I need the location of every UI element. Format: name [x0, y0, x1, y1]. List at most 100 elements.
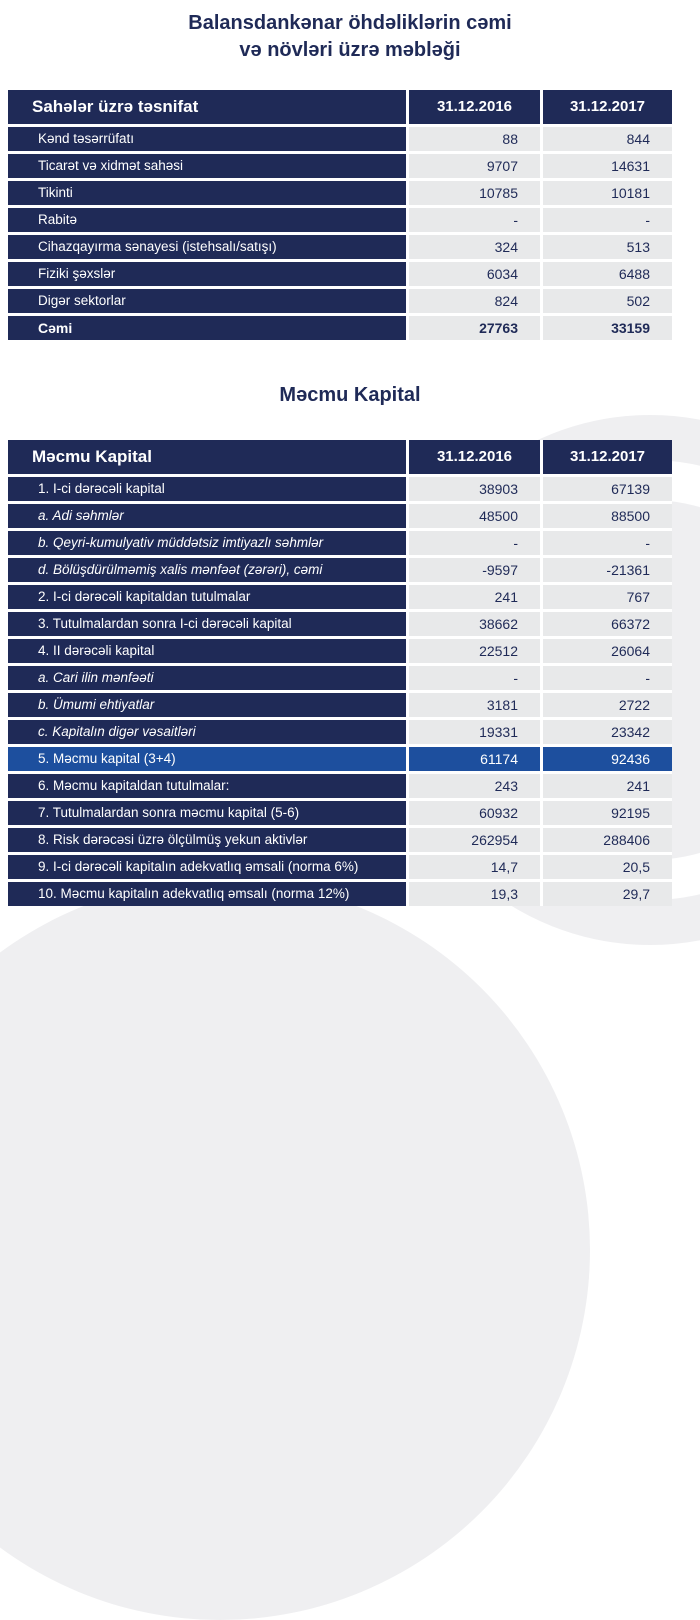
- table-header-row: Sahələr üzrə təsnifat 31.12.2016 31.12.2…: [8, 90, 672, 124]
- value-2017: -: [543, 666, 672, 690]
- value-2017: 26064: [543, 639, 672, 663]
- table-row: a. Adi səhmlər 48500 88500: [8, 504, 672, 528]
- value-2016: 243: [409, 774, 540, 798]
- row-label: 6. Məcmu kapitaldan tutulmalar:: [8, 774, 406, 798]
- value-2017: 92195: [543, 801, 672, 825]
- value-2017: 10181: [543, 181, 672, 205]
- value-2017: 66372: [543, 612, 672, 636]
- table-row: 2. I-ci dərəcəli kapitaldan tutulmalar 24…: [8, 585, 672, 609]
- value-2017: 502: [543, 289, 672, 313]
- value-2016: 10785: [409, 181, 540, 205]
- value-2017: 288406: [543, 828, 672, 852]
- row-label: Tikinti: [8, 181, 406, 205]
- value-2017: 29,7: [543, 882, 672, 906]
- table-row: Kənd təsərrüfatı 88 844: [8, 127, 672, 151]
- value-2017: -21361: [543, 558, 672, 582]
- value-2016: 262954: [409, 828, 540, 852]
- value-2016: 14,7: [409, 855, 540, 879]
- table-row: 1. I-ci dərəcəli kapital 38903 67139: [8, 477, 672, 501]
- value-2016: -: [409, 208, 540, 232]
- row-label: 1. I-ci dərəcəli kapital: [8, 477, 406, 501]
- page-title: Balansdankənar öhdəliklərin cəmi və növl…: [0, 10, 700, 64]
- row-label: a. Adi səhmlər: [8, 504, 406, 528]
- table-row: 4. II dərəcəli kapital 22512 26064: [8, 639, 672, 663]
- value-2017: 2722: [543, 693, 672, 717]
- row-label: Cihazqayırma sənayesi (istehsalı/satışı): [8, 235, 406, 259]
- row-label: a. Cari ilin mənfəəti: [8, 666, 406, 690]
- table-row: 5. Məcmu kapital (3+4) 61174 92436: [8, 747, 672, 771]
- watermark-bottom-arc: [0, 880, 590, 1620]
- table-row: 3. Tutulmalardan sonra I-ci dərəcəli kap…: [8, 612, 672, 636]
- page-title-line2: və növləri üzrə məbləği: [239, 39, 461, 61]
- column-header-2016: 31.12.2016: [409, 440, 540, 474]
- value-2017: 67139: [543, 477, 672, 501]
- value-2016: 9707: [409, 154, 540, 178]
- value-2016: -: [409, 666, 540, 690]
- value-2016: -9597: [409, 558, 540, 582]
- value-2016: 88: [409, 127, 540, 151]
- value-2016: 27763: [409, 316, 540, 340]
- row-label: Cəmi: [8, 316, 406, 340]
- value-2017: -: [543, 531, 672, 555]
- section-title: Məcmu Kapital: [279, 384, 421, 406]
- value-2016: 3181: [409, 693, 540, 717]
- value-2017: -: [543, 208, 672, 232]
- page-title-line1: Balansdankənar öhdəliklərin cəmi: [188, 12, 512, 34]
- row-label: 5. Məcmu kapital (3+4): [8, 747, 406, 771]
- row-label: d. Bölüşdürülməmiş xalis mənfəət (zərəri…: [8, 558, 406, 582]
- row-label: Digər sektorlar: [8, 289, 406, 313]
- table-row: 10. Məcmu kapitalın adekvatlıq əmsalı (n…: [8, 882, 672, 906]
- column-header-classification: Sahələr üzrə təsnifat: [8, 90, 406, 124]
- table-row: 7. Tutulmalardan sonra məcmu kapital (5-…: [8, 801, 672, 825]
- table-body: Kənd təsərrüfatı 88 844 Ticarət və xidmət s…: [8, 127, 672, 340]
- value-2016: -: [409, 531, 540, 555]
- row-label: Kənd təsərrüfatı: [8, 127, 406, 151]
- row-label: 7. Tutulmalardan sonra məcmu kapital (5-…: [8, 801, 406, 825]
- row-label: 8. Risk dərəcəsi üzrə ölçülmüş yekun akt…: [8, 828, 406, 852]
- value-2016: 38662: [409, 612, 540, 636]
- table-row: Rabitə - -: [8, 208, 672, 232]
- value-2016: 60932: [409, 801, 540, 825]
- column-header-capital: Məcmu Kapital: [8, 440, 406, 474]
- value-2016: 61174: [409, 747, 540, 771]
- row-label: Ticarət və xidmət sahəsi: [8, 154, 406, 178]
- value-2016: 241: [409, 585, 540, 609]
- row-label: b. Qeyri-kumulyativ müddətsiz imtiyazlı …: [8, 531, 406, 555]
- value-2017: 92436: [543, 747, 672, 771]
- table-row: 6. Məcmu kapitaldan tutulmalar: 243 241: [8, 774, 672, 798]
- value-2017: 23342: [543, 720, 672, 744]
- table-row: a. Cari ilin mənfəəti - -: [8, 666, 672, 690]
- value-2017: 33159: [543, 316, 672, 340]
- column-header-2016: 31.12.2016: [409, 90, 540, 124]
- value-2017: 88500: [543, 504, 672, 528]
- value-2017: 767: [543, 585, 672, 609]
- value-2017: 6488: [543, 262, 672, 286]
- table-row: 8. Risk dərəcəsi üzrə ölçülmüş yekun akt…: [8, 828, 672, 852]
- table-row: c. Kapitalın digər vəsaitləri 19331 23342: [8, 720, 672, 744]
- value-2016: 324: [409, 235, 540, 259]
- column-header-2017: 31.12.2017: [543, 440, 672, 474]
- value-2016: 6034: [409, 262, 540, 286]
- row-label: 4. II dərəcəli kapital: [8, 639, 406, 663]
- table-row: b. Ümumi ehtiyatlar 3181 2722: [8, 693, 672, 717]
- value-2016: 19,3: [409, 882, 540, 906]
- value-2017: 844: [543, 127, 672, 151]
- total-capital-table: Məcmu Kapital 31.12.2016 31.12.2017 1. I…: [8, 440, 672, 906]
- row-label: 2. I-ci dərəcəli kapitaldan tutulmalar: [8, 585, 406, 609]
- value-2016: 48500: [409, 504, 540, 528]
- table-body: 1. I-ci dərəcəli kapital 38903 67139 a. Adi…: [8, 477, 672, 906]
- value-2017: 513: [543, 235, 672, 259]
- row-label: 9. I-ci dərəcəli kapitalın adekvatlıq əm…: [8, 855, 406, 879]
- table-row: Cihazqayırma sənayesi (istehsalı/satışı)…: [8, 235, 672, 259]
- row-label: c. Kapitalın digər vəsaitləri: [8, 720, 406, 744]
- offbalance-sectors-table: Sahələr üzrə təsnifat 31.12.2016 31.12.2…: [8, 90, 672, 340]
- row-label: 10. Məcmu kapitalın adekvatlıq əmsalı (n…: [8, 882, 406, 906]
- table-row: Ticarət və xidmət sahəsi 9707 14631: [8, 154, 672, 178]
- table-header-row: Məcmu Kapital 31.12.2016 31.12.2017: [8, 440, 672, 474]
- table-row: Cəmi 27763 33159: [8, 316, 672, 340]
- row-label: Rabitə: [8, 208, 406, 232]
- value-2017: 20,5: [543, 855, 672, 879]
- row-label: b. Ümumi ehtiyatlar: [8, 693, 406, 717]
- value-2017: 14631: [543, 154, 672, 178]
- row-label: Fiziki şəxslər: [8, 262, 406, 286]
